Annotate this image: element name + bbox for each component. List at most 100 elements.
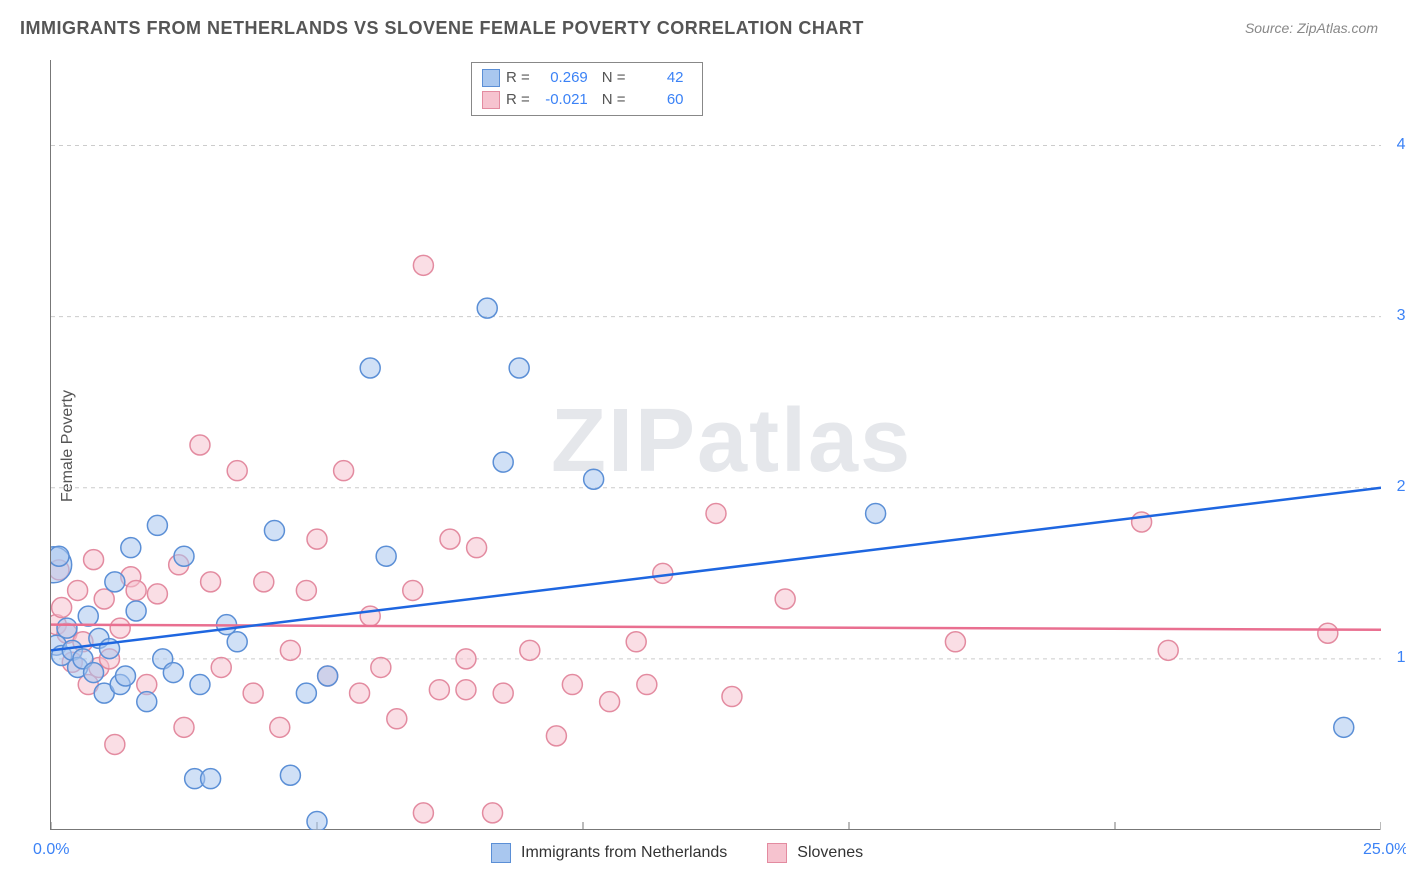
scatter-point — [201, 769, 221, 789]
scatter-point — [147, 584, 167, 604]
scatter-point — [307, 811, 327, 830]
scatter-point — [137, 692, 157, 712]
scatter-point — [78, 606, 98, 626]
scatter-point — [775, 589, 795, 609]
scatter-point — [121, 538, 141, 558]
y-tick-label: 20.0% — [1397, 478, 1406, 496]
scatter-point — [174, 717, 194, 737]
scatter-point — [296, 580, 316, 600]
scatter-point — [456, 649, 476, 669]
legend-n-key: N = — [602, 89, 626, 111]
scatter-point — [429, 680, 449, 700]
scatter-point — [110, 618, 130, 638]
scatter-point — [600, 692, 620, 712]
legend-n-value: 42 — [632, 67, 684, 89]
scatter-point — [376, 546, 396, 566]
scatter-point — [270, 717, 290, 737]
scatter-point — [440, 529, 460, 549]
scatter-point — [562, 675, 582, 695]
swatch-icon — [767, 843, 787, 863]
scatter-point — [190, 435, 210, 455]
legend-r-value: -0.021 — [536, 89, 588, 111]
scatter-point — [57, 618, 77, 638]
legend-row: R = 0.269 N = 42 — [482, 67, 692, 89]
scatter-point — [584, 469, 604, 489]
scatter-point — [105, 572, 125, 592]
scatter-point — [945, 632, 965, 652]
scatter-svg — [51, 60, 1381, 830]
scatter-point — [84, 663, 104, 683]
scatter-point — [456, 680, 476, 700]
x-tick-label: 25.0% — [1363, 841, 1406, 859]
legend-row: R = -0.021 N = 60 — [482, 89, 692, 111]
legend-r-key: R = — [506, 67, 530, 89]
scatter-point — [483, 803, 503, 823]
x-tick-label: 0.0% — [33, 841, 69, 859]
scatter-point — [318, 666, 338, 686]
scatter-point — [722, 687, 742, 707]
legend-item-label: Immigrants from Netherlands — [521, 844, 727, 862]
legend-n-key: N = — [602, 67, 626, 89]
scatter-point — [371, 657, 391, 677]
scatter-point — [68, 580, 88, 600]
scatter-point — [126, 601, 146, 621]
scatter-point — [280, 640, 300, 660]
scatter-point — [350, 683, 370, 703]
scatter-point — [163, 663, 183, 683]
scatter-point — [307, 529, 327, 549]
scatter-point — [706, 503, 726, 523]
scatter-point — [334, 461, 354, 481]
swatch-icon — [491, 843, 511, 863]
scatter-point — [174, 546, 194, 566]
swatch-icon — [482, 69, 500, 87]
scatter-point — [493, 683, 513, 703]
scatter-point — [1318, 623, 1338, 643]
scatter-point — [493, 452, 513, 472]
scatter-point — [190, 675, 210, 695]
scatter-point — [509, 358, 529, 378]
correlation-legend: R = 0.269 N = 42 R = -0.021 N = 60 — [471, 62, 703, 116]
scatter-point — [115, 666, 135, 686]
scatter-point — [360, 358, 380, 378]
scatter-point — [254, 572, 274, 592]
scatter-point — [52, 598, 72, 618]
chart-title: IMMIGRANTS FROM NETHERLANDS VS SLOVENE F… — [20, 18, 864, 39]
scatter-point — [296, 683, 316, 703]
scatter-point — [1158, 640, 1178, 660]
scatter-point — [1334, 717, 1354, 737]
legend-n-value: 60 — [632, 89, 684, 111]
scatter-point — [105, 734, 125, 754]
scatter-point — [280, 765, 300, 785]
scatter-point — [126, 580, 146, 600]
scatter-point — [546, 726, 566, 746]
scatter-point — [84, 550, 104, 570]
scatter-point — [387, 709, 407, 729]
scatter-point — [147, 515, 167, 535]
scatter-point — [626, 632, 646, 652]
scatter-point — [477, 298, 497, 318]
scatter-point — [653, 563, 673, 583]
legend-r-key: R = — [506, 89, 530, 111]
scatter-point — [637, 675, 657, 695]
scatter-point — [413, 803, 433, 823]
scatter-point — [520, 640, 540, 660]
y-tick-label: 10.0% — [1397, 649, 1406, 667]
plot-area: ZIPatlas R = 0.269 N = 42 R = -0.021 N =… — [50, 60, 1380, 830]
source-label: Source: ZipAtlas.com — [1245, 20, 1378, 36]
series-legend: Immigrants from Netherlands Slovenes — [491, 843, 863, 863]
swatch-icon — [482, 91, 500, 109]
y-tick-label: 30.0% — [1397, 307, 1406, 325]
scatter-point — [211, 657, 231, 677]
y-tick-label: 40.0% — [1397, 136, 1406, 154]
scatter-point — [51, 546, 69, 566]
scatter-point — [413, 255, 433, 275]
scatter-point — [467, 538, 487, 558]
scatter-point — [243, 683, 263, 703]
legend-item-label: Slovenes — [797, 844, 863, 862]
scatter-point — [227, 632, 247, 652]
legend-r-value: 0.269 — [536, 67, 588, 89]
scatter-point — [360, 606, 380, 626]
scatter-point — [866, 503, 886, 523]
scatter-point — [227, 461, 247, 481]
scatter-point — [201, 572, 221, 592]
